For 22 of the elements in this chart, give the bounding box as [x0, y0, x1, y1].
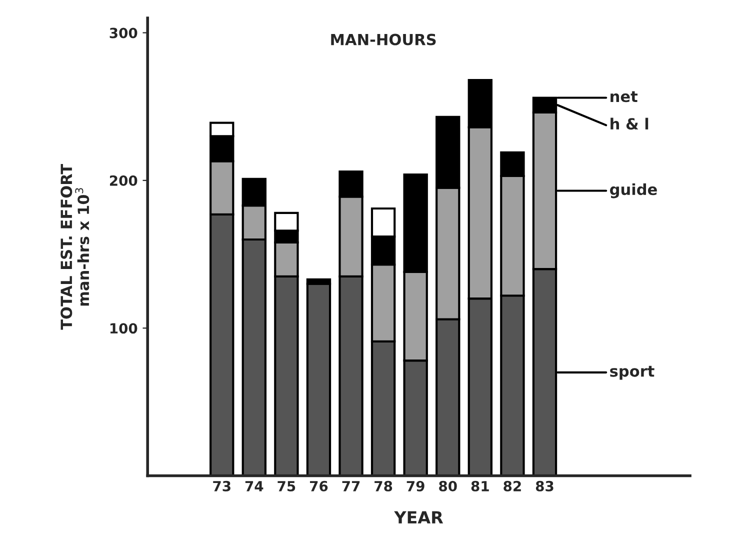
x-tick-label: 83	[536, 480, 554, 492]
y-tick-label: 100	[110, 323, 138, 334]
x-tick-label: 79	[406, 480, 424, 492]
legend-label: net	[610, 91, 638, 102]
text: MAN-HOURS	[331, 34, 436, 46]
x-axis-title: YEAR	[394, 511, 444, 524]
y-tick-label: 200	[110, 175, 138, 186]
x-tick-label: 82	[504, 480, 521, 492]
x-tick-label: 80	[439, 480, 457, 492]
legend-label: h & l	[610, 118, 648, 130]
x-tick-label: 75	[278, 481, 296, 492]
y-axis-title: TOTAL EST. EFFORT man-hrs x 10$^{3}$	[60, 164, 90, 330]
x-tick-label: 77	[342, 481, 360, 492]
legend-label: sport	[610, 366, 654, 380]
x-tick-label: 74	[245, 481, 264, 492]
y-tick-label: 300	[110, 28, 138, 38]
bar	[306, 282, 332, 476]
x-tick-label: 78	[374, 480, 392, 492]
x-tick-label: 81	[471, 480, 489, 492]
x-tick-label: 76	[310, 480, 328, 492]
x-tick-label: 73	[213, 480, 230, 492]
legend-label: guide	[610, 183, 657, 198]
